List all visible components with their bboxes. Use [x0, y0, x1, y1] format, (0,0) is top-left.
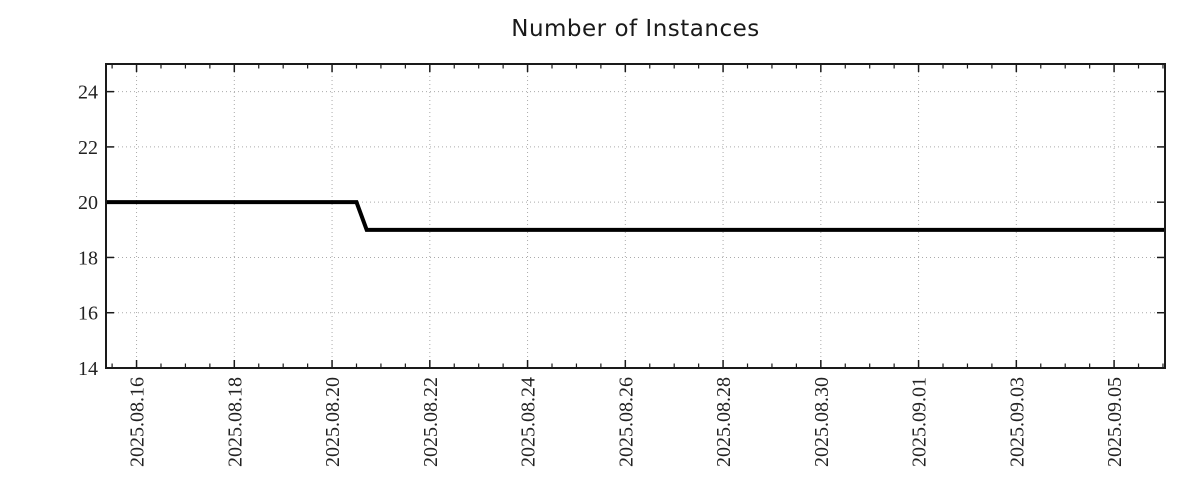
y-tick-label: 14: [78, 358, 98, 380]
x-tick-label: 2025.08.16: [127, 377, 149, 467]
y-tick-label: 22: [78, 137, 98, 159]
x-tick-label: 2025.09.03: [1006, 377, 1028, 467]
y-tick-label: 24: [78, 82, 98, 104]
x-tick-label: 2025.09.01: [909, 377, 931, 467]
series-line-instances: [106, 200, 1165, 232]
chart-title: Number of Instances: [511, 16, 760, 42]
x-tick-label: 2025.08.26: [615, 377, 637, 467]
plot-border: [105, 63, 1166, 369]
x-tick-label: 2025.08.18: [224, 377, 246, 467]
x-tick-label: 2025.09.05: [1104, 377, 1126, 467]
y-tick-label: 20: [78, 192, 98, 214]
x-tick-label: 2025.08.28: [713, 377, 735, 467]
x-tick-label: 2025.08.22: [420, 377, 442, 467]
y-tick-label: 16: [78, 303, 98, 325]
x-tick-label: 2025.08.20: [322, 377, 344, 467]
x-tick-label: 2025.08.24: [518, 377, 540, 467]
x-tick-label: 2025.08.30: [811, 377, 833, 467]
y-tick-label: 18: [78, 247, 98, 269]
